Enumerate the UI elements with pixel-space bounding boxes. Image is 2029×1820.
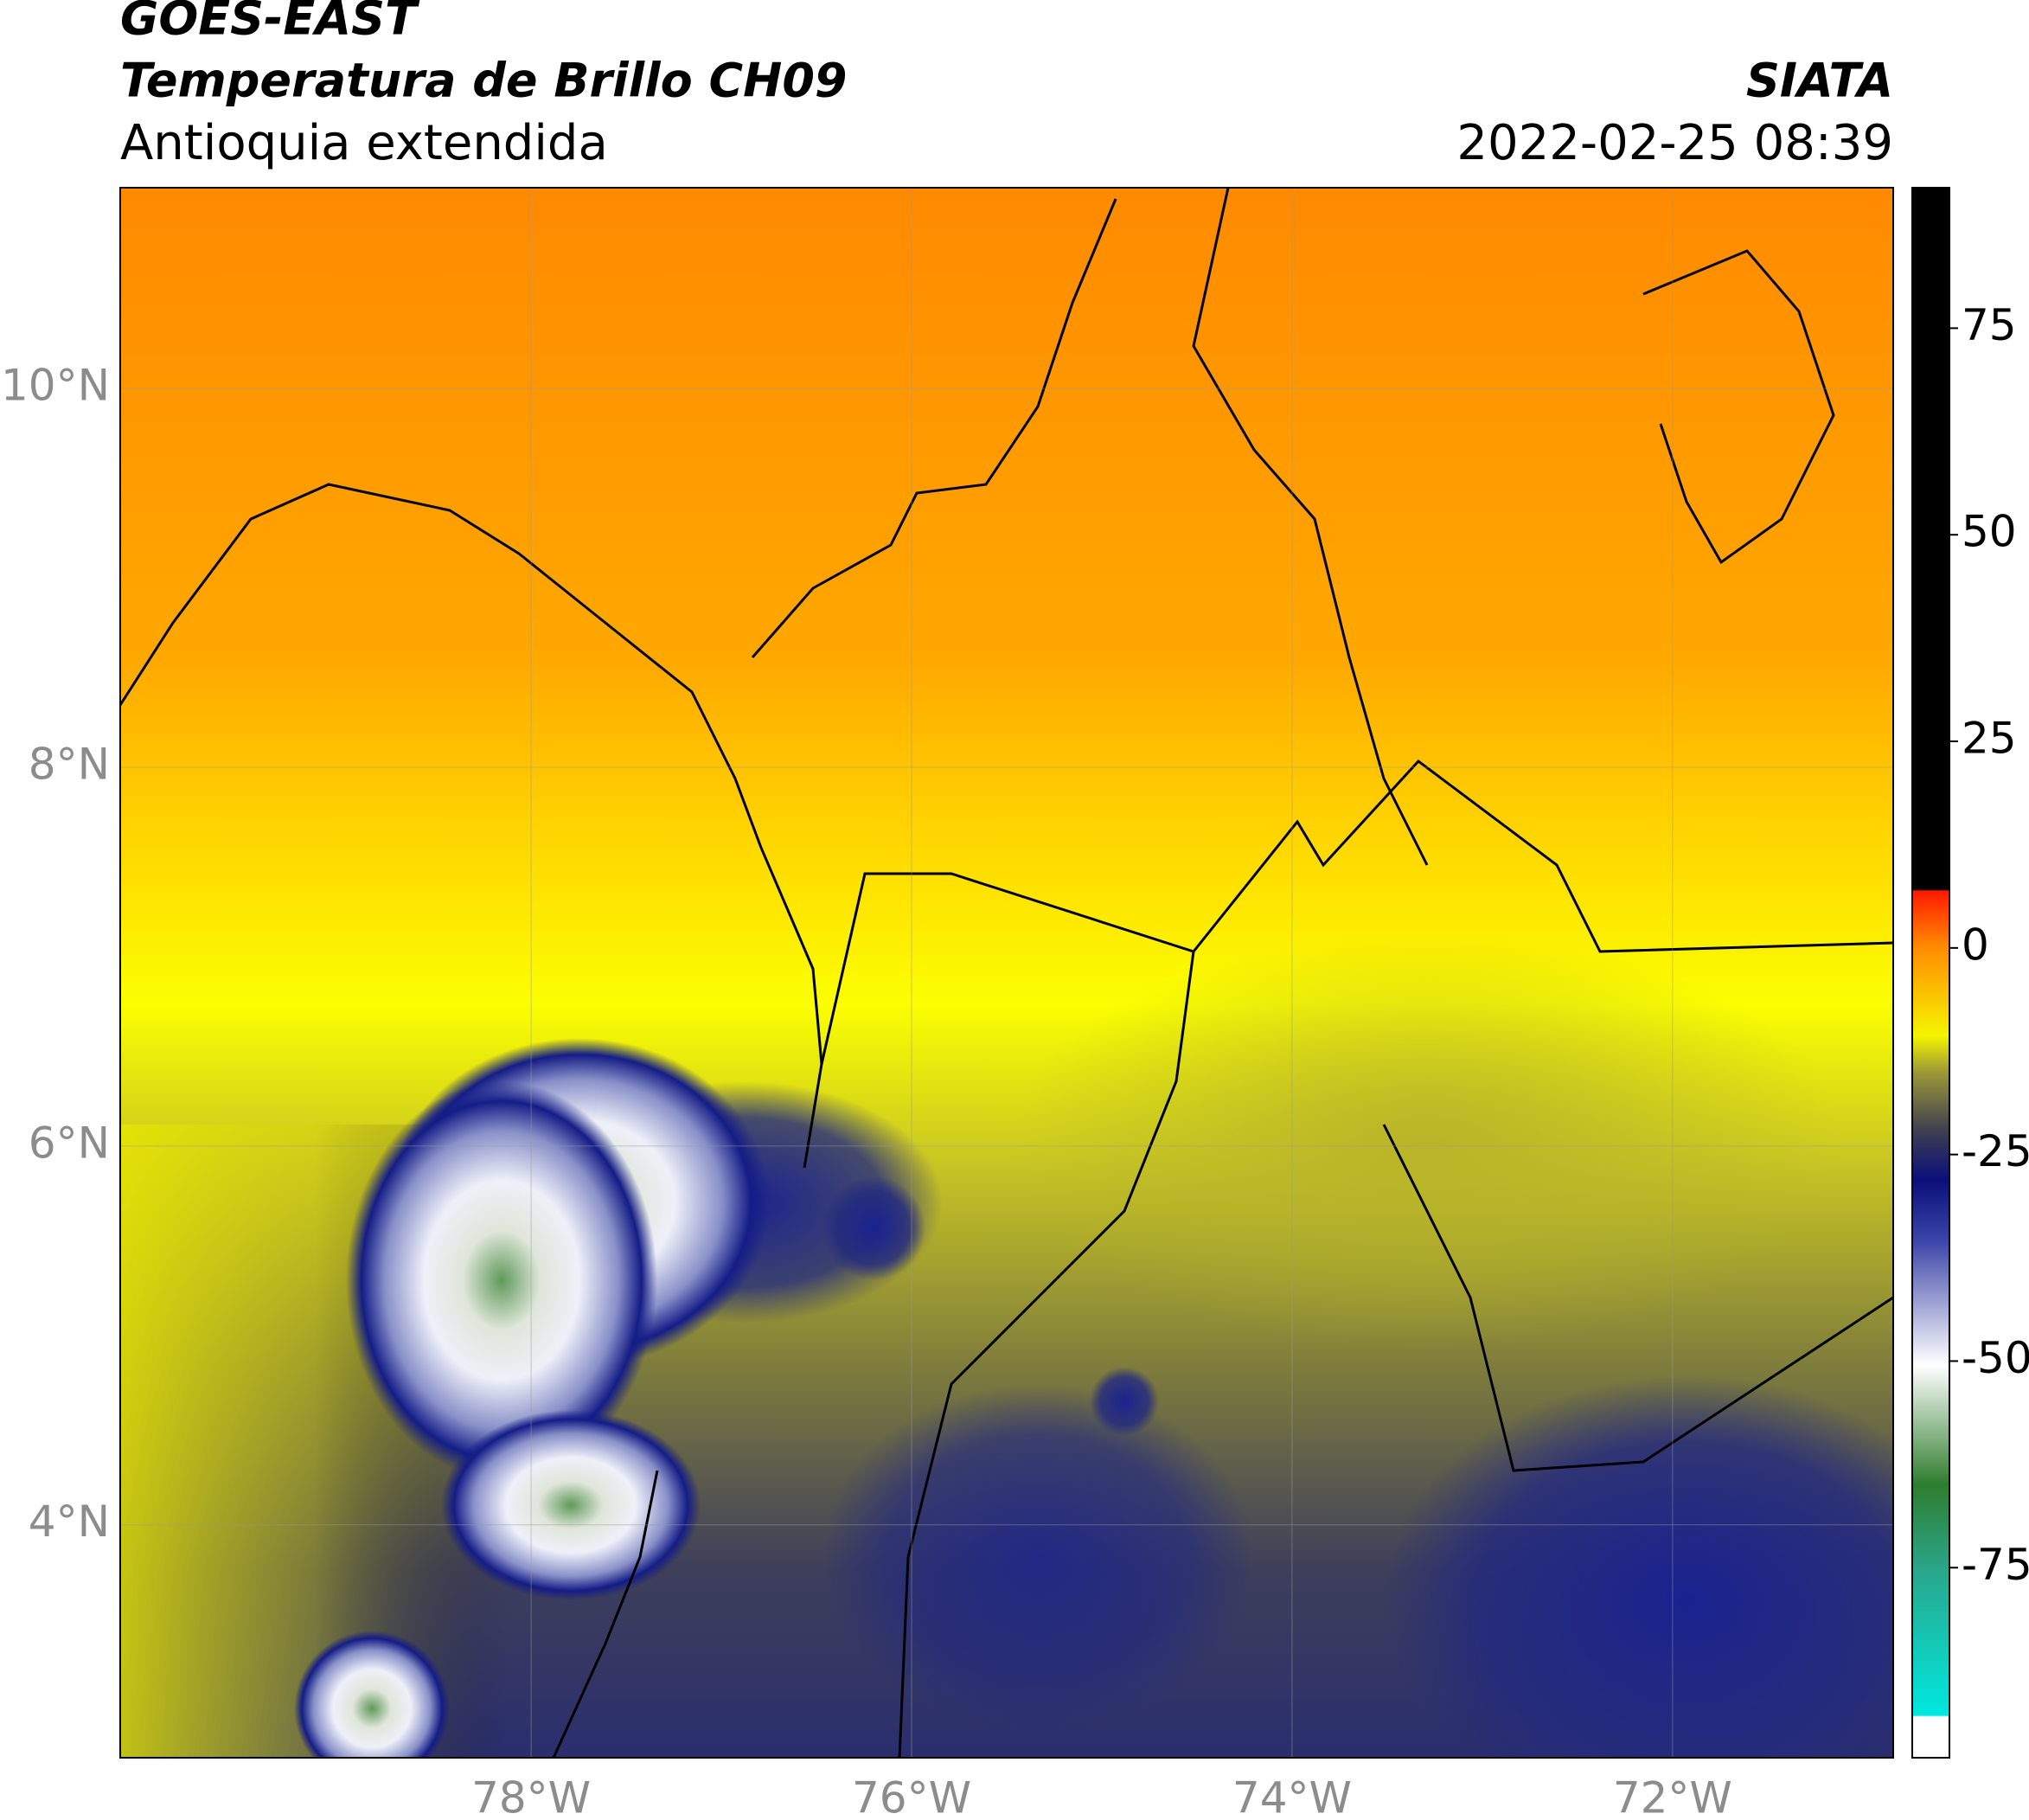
x-tick-label: 74°W xyxy=(1232,1773,1352,1817)
x-tick-label: 78°W xyxy=(471,1773,591,1817)
source: SIATA xyxy=(1746,54,1893,108)
subtitle: Temperatura de Brillo CH09 xyxy=(120,54,848,108)
y-tick-label: 4°N xyxy=(29,1496,110,1547)
colorbar-tick-label: 75 xyxy=(1962,300,2017,350)
region: Antioquia extendida xyxy=(120,115,608,171)
colorbar-tick-label: -25 xyxy=(1962,1126,2029,1176)
colorbar-tick-label: -50 xyxy=(1962,1333,2029,1383)
y-tick-label: 10°N xyxy=(1,361,110,411)
colorbar-tick-label: 25 xyxy=(1962,714,2017,764)
title: GOES-EAST xyxy=(120,0,420,46)
y-tick-label: 6°N xyxy=(29,1118,110,1168)
colorbar-tick-label: 0 xyxy=(1962,920,1989,970)
colorbar xyxy=(1911,187,1950,1759)
colorbar-tick-label: 50 xyxy=(1962,507,2017,557)
plot-frame xyxy=(119,187,1894,1759)
y-tick-label: 8°N xyxy=(29,739,110,789)
x-tick-label: 76°W xyxy=(852,1773,971,1817)
map-imagery xyxy=(120,188,1893,1758)
colorbar-tick-label: -75 xyxy=(1962,1540,2029,1590)
timestamp: 2022-02-25 08:39 xyxy=(1456,115,1893,171)
grid xyxy=(120,188,1893,1758)
x-tick-label: 72°W xyxy=(1613,1773,1732,1817)
